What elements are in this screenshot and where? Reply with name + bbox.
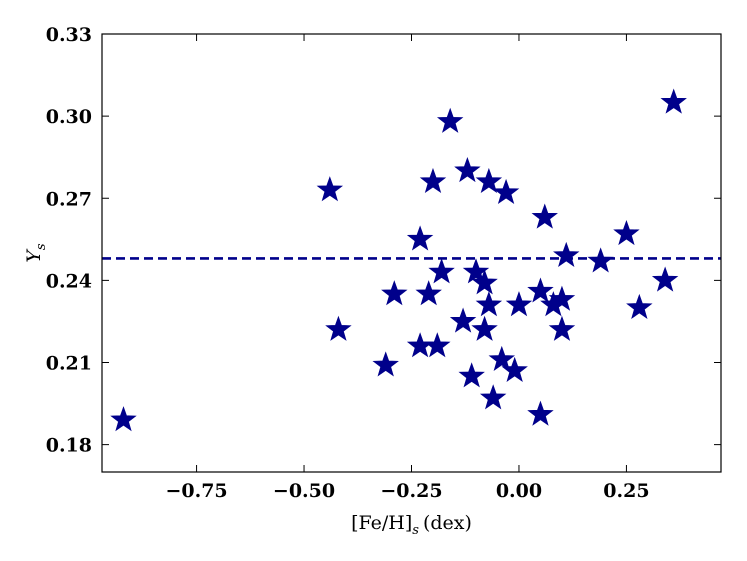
data-point-star <box>527 400 554 426</box>
data-point-star <box>553 241 580 267</box>
data-point-star <box>325 315 352 341</box>
data-point-star <box>436 107 464 133</box>
plot-layer <box>102 88 721 432</box>
tick-layer: −0.75 −0.50 −0.25 0.00 0.25 0.18 0.21 0.24 0.27 0… <box>46 24 721 502</box>
data-point-star <box>505 291 533 317</box>
data-point-star <box>458 362 485 388</box>
data-point-star <box>316 176 344 202</box>
data-point-star <box>587 247 614 273</box>
data-point-star <box>475 291 503 317</box>
data-point-star <box>424 332 451 358</box>
x-tick-label: −0.25 <box>380 480 442 502</box>
data-point-star <box>626 293 653 319</box>
data-point-star <box>488 345 515 372</box>
data-point-star <box>479 384 507 410</box>
data-point-star <box>381 280 408 306</box>
data-point-star <box>110 406 137 432</box>
data-point-star <box>449 307 477 333</box>
y-tick-label: 0.33 <box>46 24 92 46</box>
data-point-star <box>415 280 442 306</box>
data-point-star <box>660 88 687 114</box>
x-tick-label: 0.25 <box>603 480 649 502</box>
data-point-star <box>651 266 679 292</box>
y-tick-label: 0.18 <box>46 435 92 457</box>
data-point-star <box>428 258 455 284</box>
data-point-star <box>613 219 640 246</box>
data-point-star <box>531 203 558 229</box>
data-point-star <box>419 167 447 194</box>
data-point-star <box>471 315 498 341</box>
y-tick-label: 0.21 <box>46 353 92 375</box>
y-axis-label: Ys <box>23 243 49 263</box>
y-tick-label: 0.30 <box>46 106 92 128</box>
x-tick-label: 0.00 <box>496 480 542 502</box>
data-point-star <box>462 258 490 284</box>
data-point-star <box>501 356 528 382</box>
data-point-star <box>471 269 498 295</box>
data-point-star <box>548 285 576 311</box>
plot-frame <box>101 33 722 473</box>
data-point-star <box>372 351 399 377</box>
data-point-star <box>527 277 554 303</box>
data-point-star <box>492 178 520 205</box>
data-point-star <box>406 225 434 251</box>
y-tick-label: 0.27 <box>46 188 92 210</box>
x-tick-label: −0.75 <box>165 480 227 502</box>
data-point-star <box>548 315 576 341</box>
x-tick-label: −0.50 <box>273 480 335 502</box>
x-axis-label: [Fe/H]s (dex) <box>351 512 472 538</box>
data-point-star <box>454 156 481 183</box>
y-tick-label: 0.24 <box>46 270 92 292</box>
data-point-star <box>475 167 503 194</box>
